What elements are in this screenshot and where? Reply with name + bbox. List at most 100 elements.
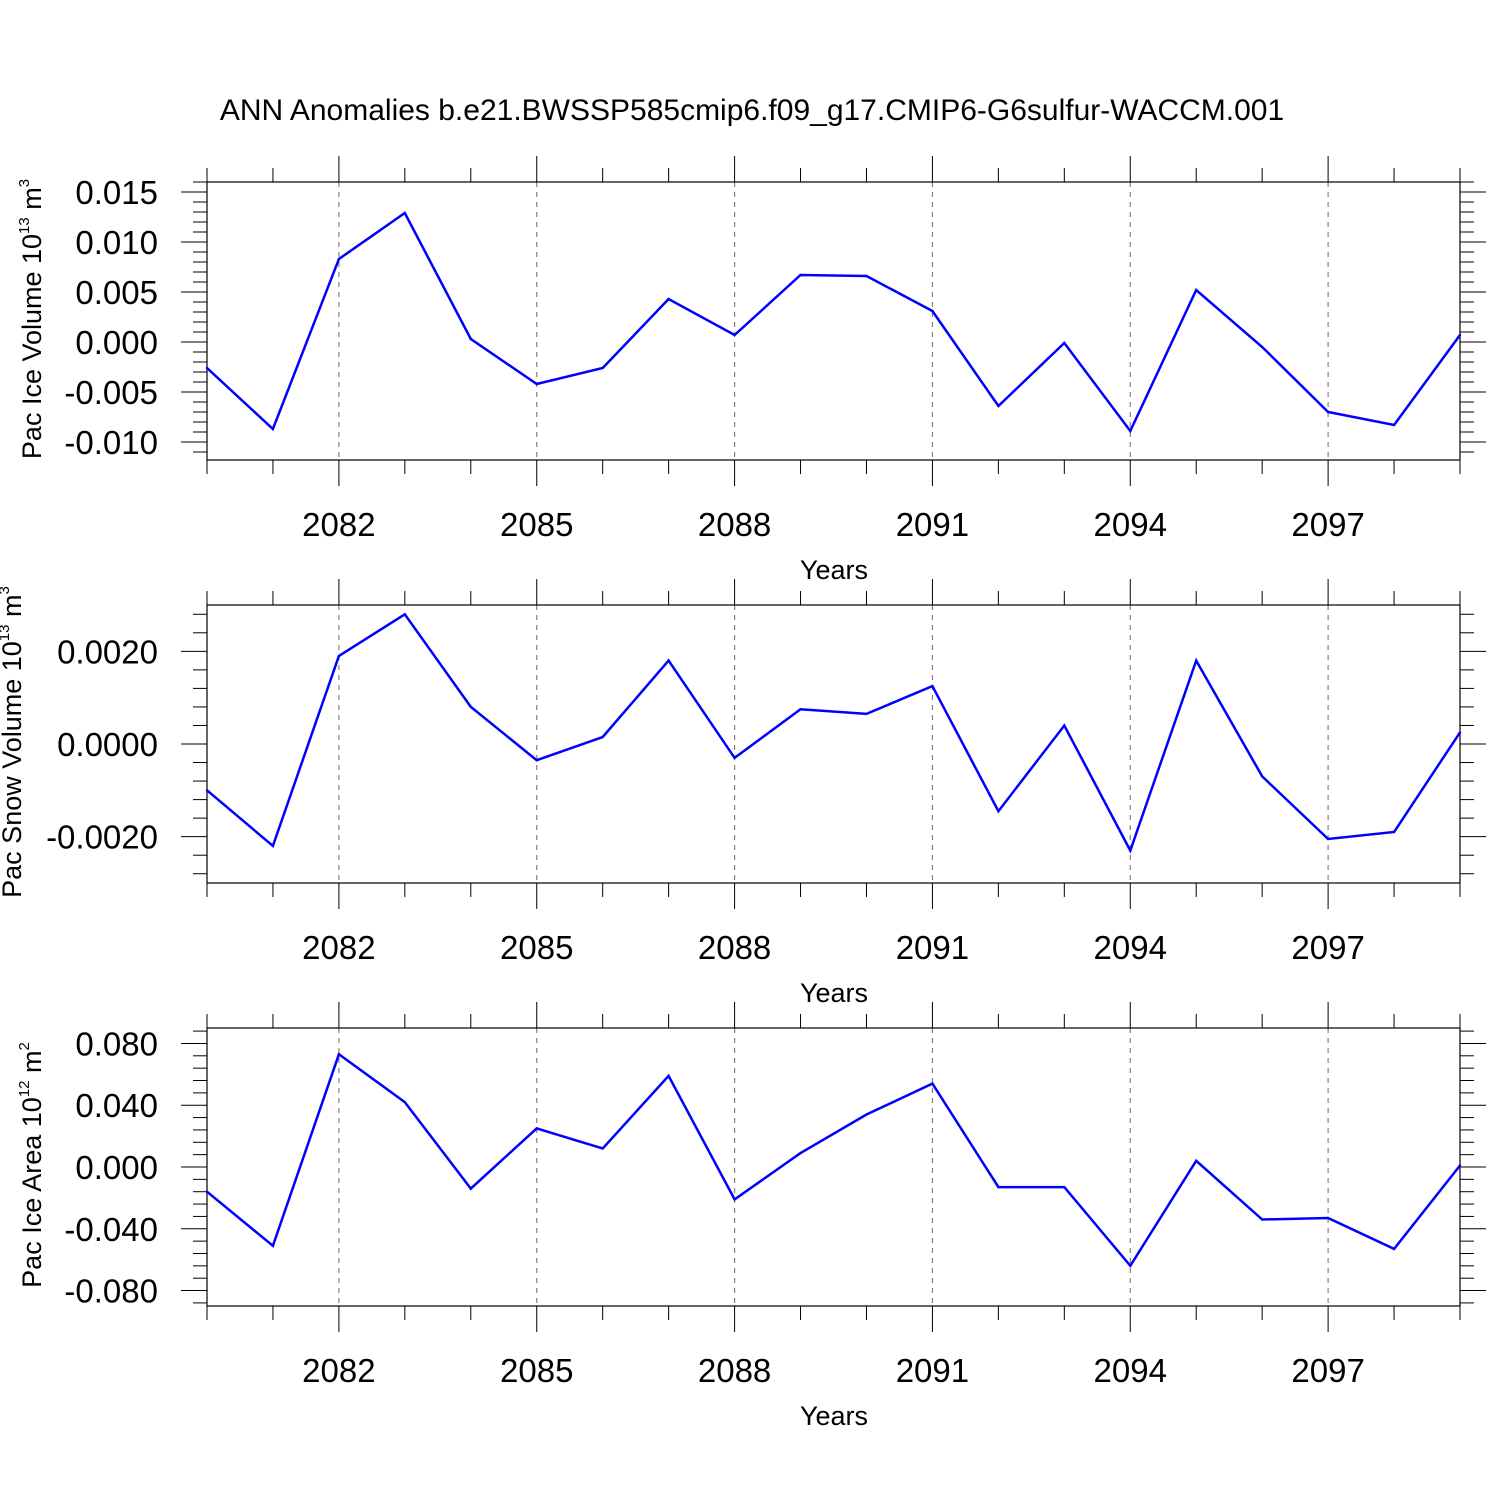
data-point (469, 337, 472, 341)
data-point (733, 756, 736, 760)
plot-frame (206, 1027, 1461, 1307)
x-tick-label: 2091 (896, 1352, 969, 1389)
data-point (865, 1113, 868, 1116)
data-point (1195, 1159, 1198, 1163)
data-point (403, 613, 407, 616)
data-point (1458, 731, 1462, 734)
data-point (1063, 1185, 1066, 1189)
data-point (601, 1147, 604, 1150)
data-point (799, 1151, 802, 1155)
data-point (931, 309, 934, 313)
data-point (1129, 429, 1132, 433)
data-point (205, 1190, 209, 1193)
y-tick-label: -0.080 (64, 1273, 158, 1310)
data-point (931, 1082, 934, 1085)
data-point (535, 1127, 538, 1130)
chart-panel-3: 2082 2085 2088 2091 2094 2097 0.080 0.040 0.000 -… (16, 1002, 1486, 1431)
data-point (403, 1100, 407, 1104)
x-tick-label: 2088 (698, 506, 771, 543)
data-point (667, 659, 670, 662)
x-tick-label: 2082 (302, 506, 375, 543)
y-tick-label: -0.040 (64, 1211, 158, 1248)
series-line (206, 211, 1462, 434)
y-tick-label: 0.000 (75, 324, 158, 361)
data-point (799, 273, 802, 277)
data-point (337, 654, 341, 658)
data-point (271, 1244, 275, 1247)
y-tick-label: 0.040 (75, 1087, 158, 1124)
y-axis-label: Pac Snow Volume 1013 m3 (0, 586, 27, 898)
x-tick-label: 2088 (698, 929, 771, 966)
x-tick-label: 2085 (500, 1352, 573, 1389)
data-point (271, 844, 275, 848)
y-axis-label: Pac Ice Volume 1013 m3 (16, 179, 47, 459)
x-tick-label: 2085 (500, 929, 573, 966)
data-point (469, 1187, 472, 1190)
data-point (469, 705, 472, 709)
chart-panel-2: 2082 2085 2088 2091 2094 2097 0.0020 0.0000 -0.0… (0, 579, 1486, 1008)
y-tick-label: -0.005 (64, 374, 158, 411)
chart-panel-1: 2082 2085 2088 2091 2094 2097 0.015 0.010 0.005 0… (16, 156, 1486, 585)
x-tick-label: 2094 (1094, 1352, 1167, 1389)
data-point (1260, 775, 1264, 778)
y-axis-label: Pac Ice Area 1012 m2 (16, 1042, 47, 1288)
plot-frame (206, 181, 1461, 461)
x-axis-label: Years (800, 555, 868, 585)
data-point (1195, 659, 1198, 662)
data-point (337, 1053, 341, 1056)
data-point (535, 382, 538, 386)
y-tick-label: 0.0000 (57, 726, 158, 763)
y-tick-label: 0.015 (75, 174, 158, 211)
data-point (205, 366, 209, 370)
data-point (601, 735, 604, 739)
data-point (403, 211, 407, 215)
y-tick-label: 0.0020 (57, 633, 158, 670)
x-tick-label: 2094 (1094, 506, 1167, 543)
chart-panels: 2082 2085 2088 2091 2094 2097 0.015 0.010 0.005 0… (0, 156, 1486, 1431)
data-point (667, 1074, 670, 1078)
data-point (601, 366, 604, 370)
data-point (733, 333, 736, 337)
series-line (206, 612, 1462, 854)
x-tick-label: 2082 (302, 1352, 375, 1389)
data-point (733, 1198, 736, 1201)
data-point (535, 759, 538, 762)
x-axis-label: Years (800, 978, 868, 1008)
data-point (1392, 423, 1396, 427)
data-point (271, 427, 275, 431)
x-tick-label: 2085 (500, 506, 573, 543)
x-tick-label: 2097 (1291, 929, 1364, 966)
data-point (997, 404, 1000, 408)
y-tick-label: 0.010 (75, 224, 158, 261)
data-point (1129, 849, 1132, 852)
x-tick-label: 2082 (302, 929, 375, 966)
data-point (1063, 724, 1066, 727)
data-point (1260, 345, 1264, 349)
data-point (1129, 1264, 1132, 1268)
data-point (997, 809, 1000, 813)
figure-title: ANN Anomalies b.e21.BWSSP585cmip6.f09_g1… (220, 94, 1284, 127)
y-tick-label: -0.010 (64, 424, 158, 461)
data-point (1063, 341, 1066, 345)
series-line (206, 1052, 1461, 1268)
x-tick-label: 2094 (1094, 929, 1167, 966)
data-point (799, 708, 802, 711)
y-tick-label: 0.000 (75, 1149, 158, 1186)
y-tick-label: 0.080 (75, 1025, 158, 1062)
data-point (1392, 830, 1396, 834)
data-point (205, 789, 209, 792)
data-point (1458, 1164, 1462, 1167)
data-point (1326, 410, 1330, 414)
x-tick-label: 2097 (1291, 506, 1364, 543)
data-point (997, 1185, 1000, 1189)
x-axis-label: Years (800, 1401, 868, 1431)
plot-frame (206, 604, 1461, 884)
x-tick-label: 2097 (1291, 1352, 1364, 1389)
x-tick-label: 2091 (896, 929, 969, 966)
data-point (1326, 1216, 1330, 1220)
x-tick-label: 2091 (896, 506, 969, 543)
x-tick-label: 2088 (698, 1352, 771, 1389)
data-point (1392, 1247, 1396, 1251)
data-point (931, 684, 934, 688)
